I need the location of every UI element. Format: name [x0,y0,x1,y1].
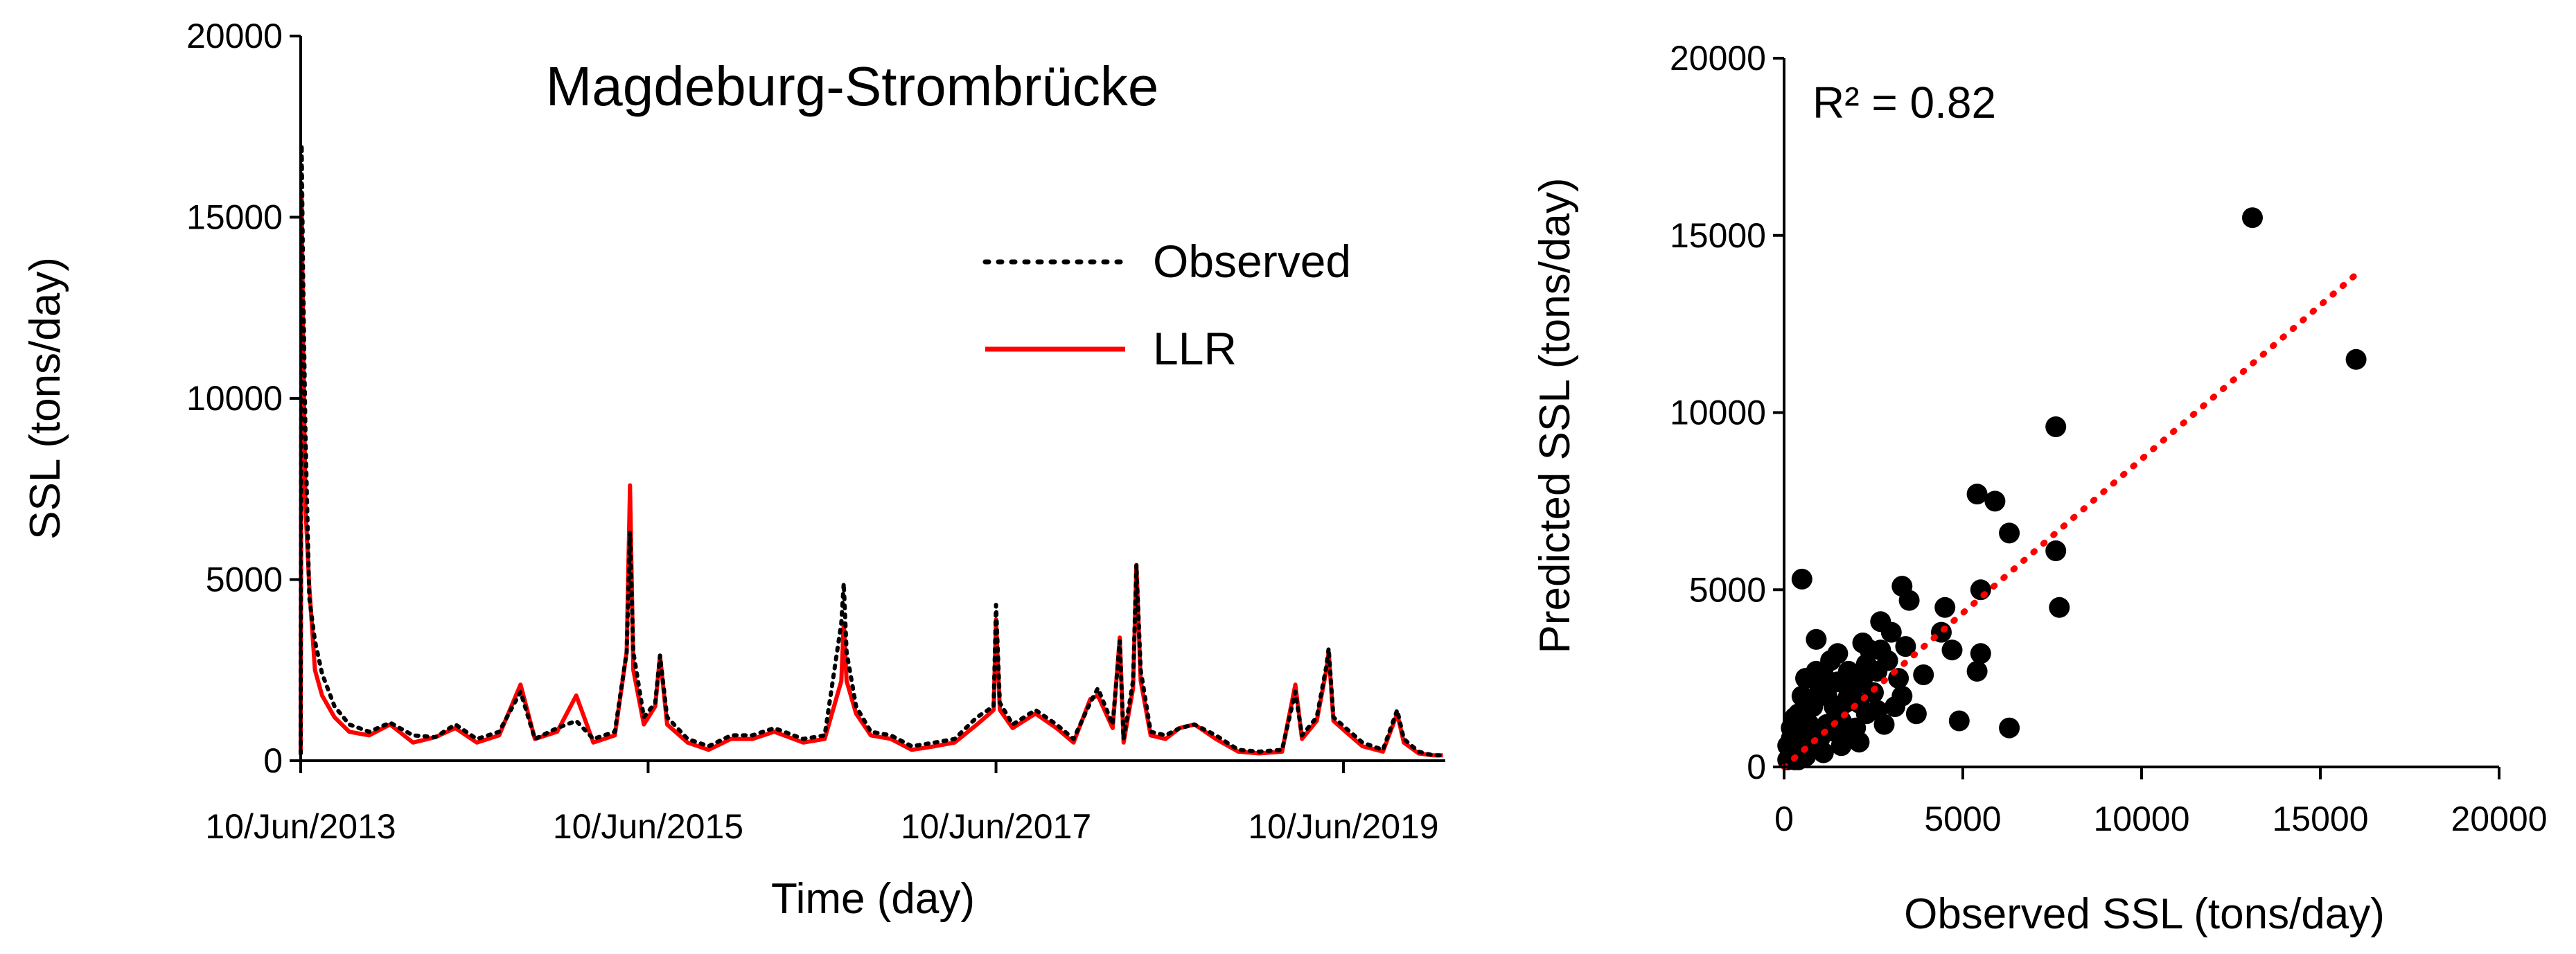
scatter-point [2045,540,2067,561]
scatter-point [1913,664,1934,685]
scatter-point [1966,484,1988,505]
scatter-point [1837,660,1859,682]
time-series-x-ticks: 10/Jun/2013 10/Jun/2015 10/Jun/2017 10/Jun/… [205,761,1439,846]
scatter-y-tick-label: 10000 [1670,394,1766,432]
scatter-point [1934,597,1956,618]
scatter-point [1895,636,1916,657]
time-series-title: Magdeburg-Strombrücke [546,55,1159,117]
time-series-legend: Observed LLR [982,236,1351,374]
scatter-x-tick-label: 20000 [2451,800,2547,838]
scatter-point [1970,643,1991,664]
time-series-y-tick-label: 15000 [186,198,283,237]
scatter-x-tick-label: 0 [1774,800,1794,838]
scatter-y-tick-label: 15000 [1670,216,1766,255]
scatter-x-tick-label: 10000 [2093,800,2189,838]
time-series-y-axis-title: SSL (tons/day) [21,257,69,540]
observed-series-line [299,142,1445,758]
time-series-y-tick-label: 0 [263,741,283,780]
time-series-y-ticks: 0 5000 10000 15000 20000 [186,17,301,780]
scatter-point [1849,732,1870,753]
scatter-point [1870,639,1891,661]
legend-llr-label: LLR [1153,323,1237,374]
scatter-x-ticks: 0 5000 10000 15000 20000 [1774,767,2548,838]
scatter-point [1812,742,1834,763]
time-series-x-tick-label: 10/Jun/2013 [205,807,396,846]
time-series-x-tick-label: 10/Jun/2019 [1248,807,1438,846]
time-series-x-tick-label: 10/Jun/2017 [901,807,1091,846]
scatter-point [1970,579,1991,601]
scatter-chart: 0 5000 10000 15000 20000 0 5000 10000 15000 2000… [1531,39,2548,938]
scatter-point [1898,590,1920,611]
scatter-y-axis-title: Predicted SSL (tons/day) [1531,178,1579,654]
scatter-point [1791,685,1812,707]
scatter-point [1999,717,2020,739]
scatter-point [1966,660,1988,682]
scatter-point [2045,416,2067,437]
scatter-point [1873,714,1895,735]
scatter-point [1855,653,1877,675]
time-series-plot-area [299,142,1445,758]
scatter-point [1806,628,1827,650]
scatter-point [1791,568,1812,590]
scatter-y-tick-label: 20000 [1670,39,1766,78]
scatter-x-tick-label: 15000 [2272,800,2368,838]
time-series-x-axis-title: Time (day) [771,875,975,923]
scatter-y-tick-label: 0 [1747,748,1766,786]
time-series-y-tick-label: 20000 [186,17,283,55]
scatter-point [1852,633,1873,653]
scatter-x-tick-label: 5000 [1924,800,2001,838]
scatter-x-axis-title: Observed SSL (tons/day) [1904,890,2385,938]
scatter-point [1809,678,1830,700]
scatter-r-squared-label: R² = 0.82 [1812,78,1996,127]
scatter-point [1948,710,1970,732]
scatter-point [1941,639,1963,661]
scatter-point [1984,491,2006,512]
time-series-x-tick-label: 10/Jun/2015 [553,807,743,846]
scatter-point [1830,735,1852,757]
legend-observed-label: Observed [1153,236,1351,287]
scatter-point [1999,522,2020,544]
scatter-point [1905,703,1927,725]
scatter-plot-area [1777,207,2367,770]
scatter-point [1880,621,1902,643]
scatter-point [1885,696,1905,717]
scatter-point [1788,749,1809,770]
scatter-point [2242,207,2263,229]
scatter-point [2345,348,2367,370]
scatter-y-tick-label: 5000 [1689,570,1766,609]
time-series-y-tick-label: 10000 [186,379,283,418]
scatter-point [2049,597,2070,618]
scatter-trendline [1781,271,2360,770]
time-series-y-tick-label: 5000 [206,560,283,599]
scatter-y-ticks: 0 5000 10000 15000 20000 [1670,39,1784,786]
scatter-point [1795,668,1816,689]
